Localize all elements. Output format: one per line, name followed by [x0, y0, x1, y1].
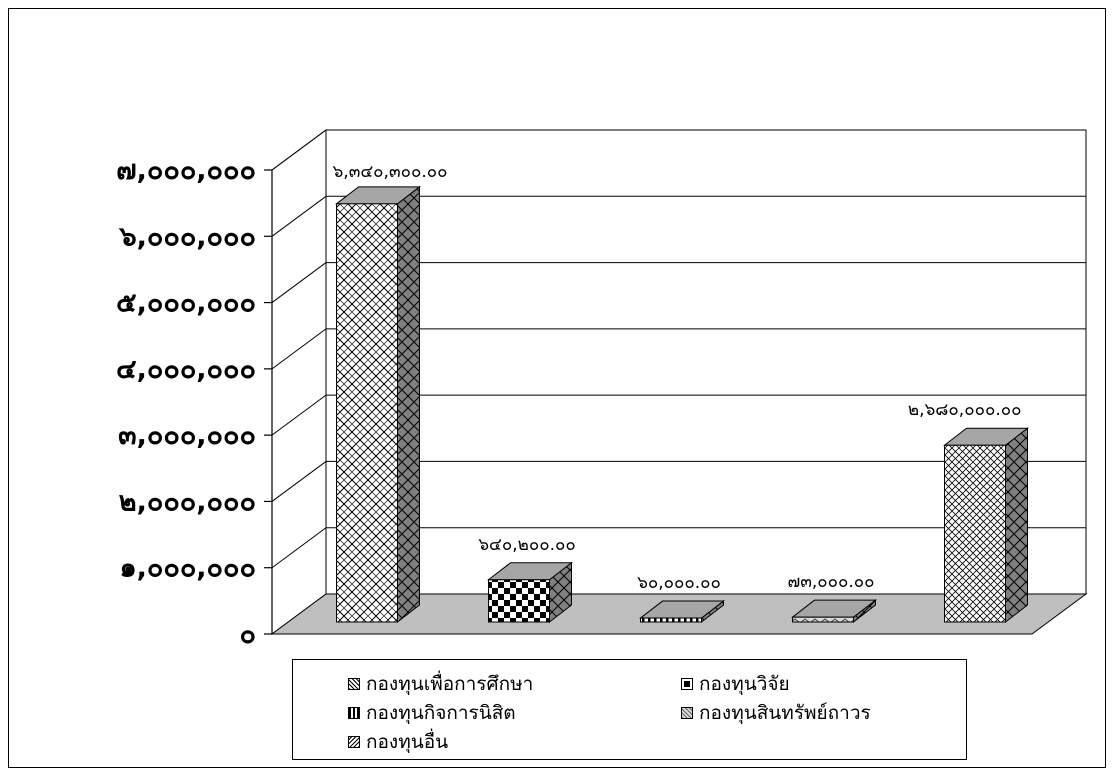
legend-swatch-icon — [348, 707, 360, 719]
bar-front — [792, 616, 854, 623]
y-tick-label: ๖,๐๐๐,๐๐๐ — [118, 221, 256, 252]
bar-front — [640, 617, 702, 623]
legend-swatch-icon — [348, 736, 360, 748]
legend-label: กองทุนสินทรัพย์ถาวร — [699, 702, 871, 724]
bar-side — [397, 185, 420, 624]
legend-item: กองทุนเพื่อการศึกษา — [348, 669, 533, 699]
y-tick-label: ๕,๐๐๐,๐๐๐ — [116, 288, 256, 319]
y-tick-label: ๑,๐๐๐,๐๐๐ — [119, 553, 256, 584]
legend-label: กองทุนกิจการนิสิต — [366, 702, 516, 724]
bar-front — [488, 579, 550, 623]
data-label: ๖๔๐,๒๐๐.๐๐ — [478, 535, 576, 555]
y-tick-label: ๐ — [240, 619, 256, 650]
legend-swatch-icon — [681, 678, 693, 690]
gridline — [271, 262, 327, 303]
legend-item: กองทุนสินทรัพย์ถาวร — [681, 698, 871, 728]
bar-front — [336, 203, 398, 623]
gridline — [271, 328, 327, 370]
gridline — [271, 195, 327, 237]
gridline — [271, 394, 327, 436]
legend-item: กองทุนกิจการนิสิต — [348, 698, 516, 728]
legend-label: กองทุนวิจัย — [699, 673, 790, 695]
legend-swatch-icon — [348, 678, 360, 690]
bar — [943, 427, 1029, 624]
legend-label: กองทุนอื่น — [366, 731, 449, 753]
bar-front — [944, 444, 1006, 623]
y-tick-label: ๔,๐๐๐,๐๐๐ — [116, 354, 256, 385]
bar — [335, 185, 421, 624]
bar — [639, 600, 725, 624]
y-tick-label: ๓,๐๐๐,๐๐๐ — [118, 420, 256, 451]
bar — [791, 599, 877, 624]
gridline — [271, 461, 327, 502]
legend-item: กองทุนอื่น — [348, 727, 448, 757]
chart-legend: กองทุนเพื่อการศึกษา กองทุนวิจัย กองทุนกิ… — [292, 659, 967, 760]
bar-side — [1005, 427, 1028, 624]
data-label: ๖,๓๔๐,๓๐๐.๐๐ — [333, 162, 448, 182]
bar — [487, 561, 573, 624]
data-label: ๖๐,๐๐๐.๐๐ — [637, 573, 721, 593]
data-label: ๗๓,๐๐๐.๐๐ — [787, 572, 874, 592]
data-label: ๒,๖๘๐,๐๐๐.๐๐ — [908, 400, 1022, 420]
gridline — [271, 527, 327, 569]
gridline — [271, 129, 327, 171]
legend-item: กองทุนวิจัย — [681, 669, 790, 699]
legend-label: กองทุนเพื่อการศึกษา — [366, 673, 534, 695]
y-tick-label: ๗,๐๐๐,๐๐๐ — [116, 155, 256, 186]
y-tick-label: ๒,๐๐๐,๐๐๐ — [119, 486, 256, 517]
legend-swatch-icon — [681, 707, 693, 719]
side-wall — [271, 129, 327, 635]
